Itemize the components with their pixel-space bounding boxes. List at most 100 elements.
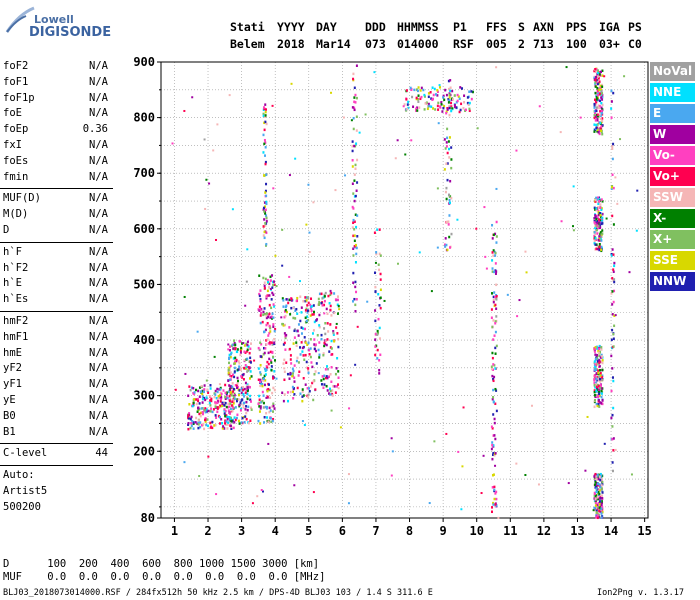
echo-point: [446, 162, 449, 165]
echo-point: [611, 173, 614, 176]
echo-point: [595, 78, 598, 82]
echo-point: [595, 511, 598, 514]
echo-point: [593, 111, 596, 115]
echo-point: [271, 391, 274, 395]
echo-point: [299, 392, 302, 395]
echo-point: [329, 393, 332, 396]
echo-point: [600, 500, 603, 503]
echo-point: [281, 322, 284, 326]
echo-point: [209, 410, 212, 413]
echo-point: [264, 373, 267, 376]
echo-point: [601, 497, 604, 500]
echo-point: [249, 398, 252, 401]
echo-point: [325, 343, 328, 347]
echo-point: [599, 117, 602, 121]
echo-point: [491, 397, 494, 401]
echo-point: [594, 81, 597, 84]
echo-point: [306, 387, 309, 390]
echo-point: [249, 419, 252, 422]
echo-point: [601, 402, 604, 406]
echo-point: [599, 489, 602, 492]
echo-point: [448, 106, 451, 110]
noise-point: [366, 300, 369, 303]
echo-point: [312, 329, 315, 332]
echo-point: [492, 233, 495, 237]
echo-point: [239, 340, 242, 343]
echo-point: [494, 352, 497, 355]
echo-point: [232, 406, 235, 409]
echo-point: [594, 395, 597, 398]
noise-point: [462, 406, 465, 409]
echo-point: [269, 342, 272, 346]
echo-point: [264, 141, 267, 144]
echo-point: [374, 290, 377, 293]
echo-point: [493, 270, 496, 274]
echo-point: [610, 254, 613, 257]
echo-point: [445, 197, 448, 201]
echo-point: [409, 86, 412, 90]
echo-point: [196, 410, 199, 413]
echo-point: [289, 347, 292, 351]
echo-point: [259, 373, 262, 376]
echo-point: [336, 332, 339, 335]
noise-point: [227, 348, 230, 351]
echo-point: [261, 382, 264, 386]
echo-point: [494, 367, 497, 370]
echo-point: [612, 270, 615, 273]
echo-point: [204, 407, 207, 410]
echo-point: [416, 109, 419, 112]
legend-item: X+: [650, 230, 695, 249]
echo-point: [246, 343, 249, 347]
echo-point: [471, 90, 474, 94]
echo-point: [593, 497, 596, 500]
noise-point: [323, 312, 326, 315]
echo-point: [187, 421, 190, 425]
echo-point: [612, 223, 615, 226]
echo-point: [494, 320, 497, 323]
x-tick-label: 15: [637, 524, 651, 538]
echo-point: [491, 325, 494, 329]
echo-point: [199, 414, 202, 418]
echo-point: [595, 372, 598, 375]
echo-point: [269, 409, 272, 412]
echo-point: [600, 83, 603, 87]
echo-point: [598, 99, 601, 103]
noise-point: [208, 182, 211, 185]
echo-point: [597, 224, 600, 228]
echo-point: [264, 347, 267, 350]
echo-point: [307, 368, 310, 372]
noise-point: [530, 404, 533, 407]
echo-point: [323, 327, 326, 330]
echo-point: [598, 483, 601, 486]
echo-point: [259, 384, 262, 388]
echo-point: [596, 376, 599, 379]
echo-point: [600, 392, 603, 395]
noise-point: [358, 131, 361, 134]
echo-point: [375, 252, 378, 256]
y-tick-label: 80: [141, 511, 155, 525]
echo-point: [595, 228, 598, 232]
echo-point: [194, 421, 197, 424]
echo-point: [596, 113, 599, 116]
echo-point: [264, 277, 267, 281]
echo-point: [284, 348, 287, 351]
echo-point: [598, 129, 601, 132]
echo-point: [353, 96, 356, 99]
noise-point: [475, 227, 478, 230]
echo-point: [187, 394, 190, 398]
echo-point: [289, 358, 292, 361]
echo-point: [356, 158, 359, 162]
echo-point: [598, 245, 601, 249]
echo-point: [272, 280, 275, 284]
echo-point: [377, 317, 380, 321]
echo-point: [240, 421, 243, 424]
header-label: PS: [628, 20, 642, 34]
echo-point: [307, 341, 310, 345]
echo-point: [595, 513, 598, 517]
echo-point: [491, 356, 494, 360]
echo-point: [448, 136, 451, 139]
echo-point: [593, 102, 596, 106]
noise-point: [538, 105, 541, 108]
autoscaling-text: Artist5: [3, 485, 48, 497]
y-tick-label: 400: [133, 333, 155, 347]
